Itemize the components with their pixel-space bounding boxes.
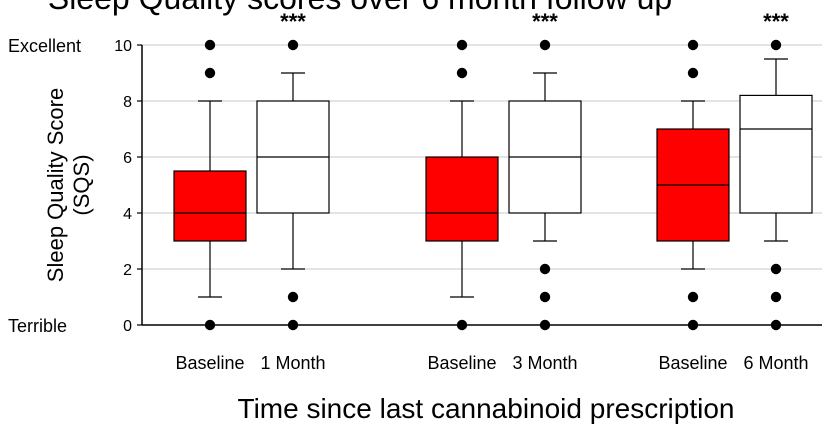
box-iqr	[739, 94, 813, 214]
outlier-point	[770, 291, 782, 303]
outlier-point	[687, 67, 699, 79]
y-tick-label: 6	[123, 150, 132, 167]
x-tick-label: Baseline	[658, 353, 727, 373]
box-6-month: ***	[739, 9, 813, 331]
box-iqr	[173, 170, 247, 242]
x-tick-label: Baseline	[427, 353, 496, 373]
outlier-point	[204, 39, 216, 51]
y-anchor-label-top: Excellent	[8, 36, 81, 56]
y-tick-label: 0	[123, 318, 132, 335]
significance-marker: ***	[532, 9, 558, 34]
x-axis-title: Time since last cannabinoid prescription	[238, 393, 735, 424]
x-tick-label: Baseline	[175, 353, 244, 373]
box-baseline	[656, 39, 730, 331]
y-axis-title-line-2: (SQS)	[69, 154, 94, 215]
y-axis-ticks: 0 2 4 6 8 10	[114, 38, 142, 335]
x-tick-label: 1 Month	[260, 353, 325, 373]
outlier-point	[287, 39, 299, 51]
significance-marker: ***	[280, 9, 306, 34]
box-1-month: ***	[256, 9, 330, 331]
outlier-point	[770, 263, 782, 275]
outlier-point	[456, 67, 468, 79]
y-tick-label: 8	[123, 94, 132, 111]
y-tick-label: 10	[114, 38, 132, 55]
chart-title: Sleep Quality scores over 6 month follow…	[48, 0, 672, 16]
y-tick-label: 2	[123, 262, 132, 279]
y-tick-label: 4	[123, 206, 132, 223]
outlier-point	[539, 39, 551, 51]
outlier-point	[770, 39, 782, 51]
x-tick-label: 3 Month	[512, 353, 577, 373]
outlier-point	[539, 263, 551, 275]
box-3-month: ***	[508, 9, 582, 331]
significance-marker: ***	[763, 9, 789, 34]
outlier-point	[456, 39, 468, 51]
y-anchor-label-bottom: Terrible	[8, 316, 67, 336]
box-baseline	[425, 39, 499, 331]
outlier-point	[687, 39, 699, 51]
x-tick-label: 6 Month	[743, 353, 808, 373]
x-axis-tick-labels: Baseline 1 Month Baseline 3 Month Baseline 6 …	[175, 353, 808, 373]
outlier-point	[456, 319, 468, 331]
outlier-point	[287, 319, 299, 331]
outlier-point	[539, 319, 551, 331]
boxes: *** *** ***	[173, 9, 813, 331]
outlier-point	[770, 319, 782, 331]
outlier-point	[687, 319, 699, 331]
outlier-point	[204, 319, 216, 331]
outlier-point	[204, 67, 216, 79]
axes	[141, 45, 822, 326]
box-iqr	[425, 156, 499, 242]
outlier-point	[539, 291, 551, 303]
outlier-point	[687, 291, 699, 303]
outlier-point	[287, 291, 299, 303]
y-axis-title-line-1: Sleep Quality Score	[43, 88, 68, 282]
box-baseline	[173, 39, 247, 331]
